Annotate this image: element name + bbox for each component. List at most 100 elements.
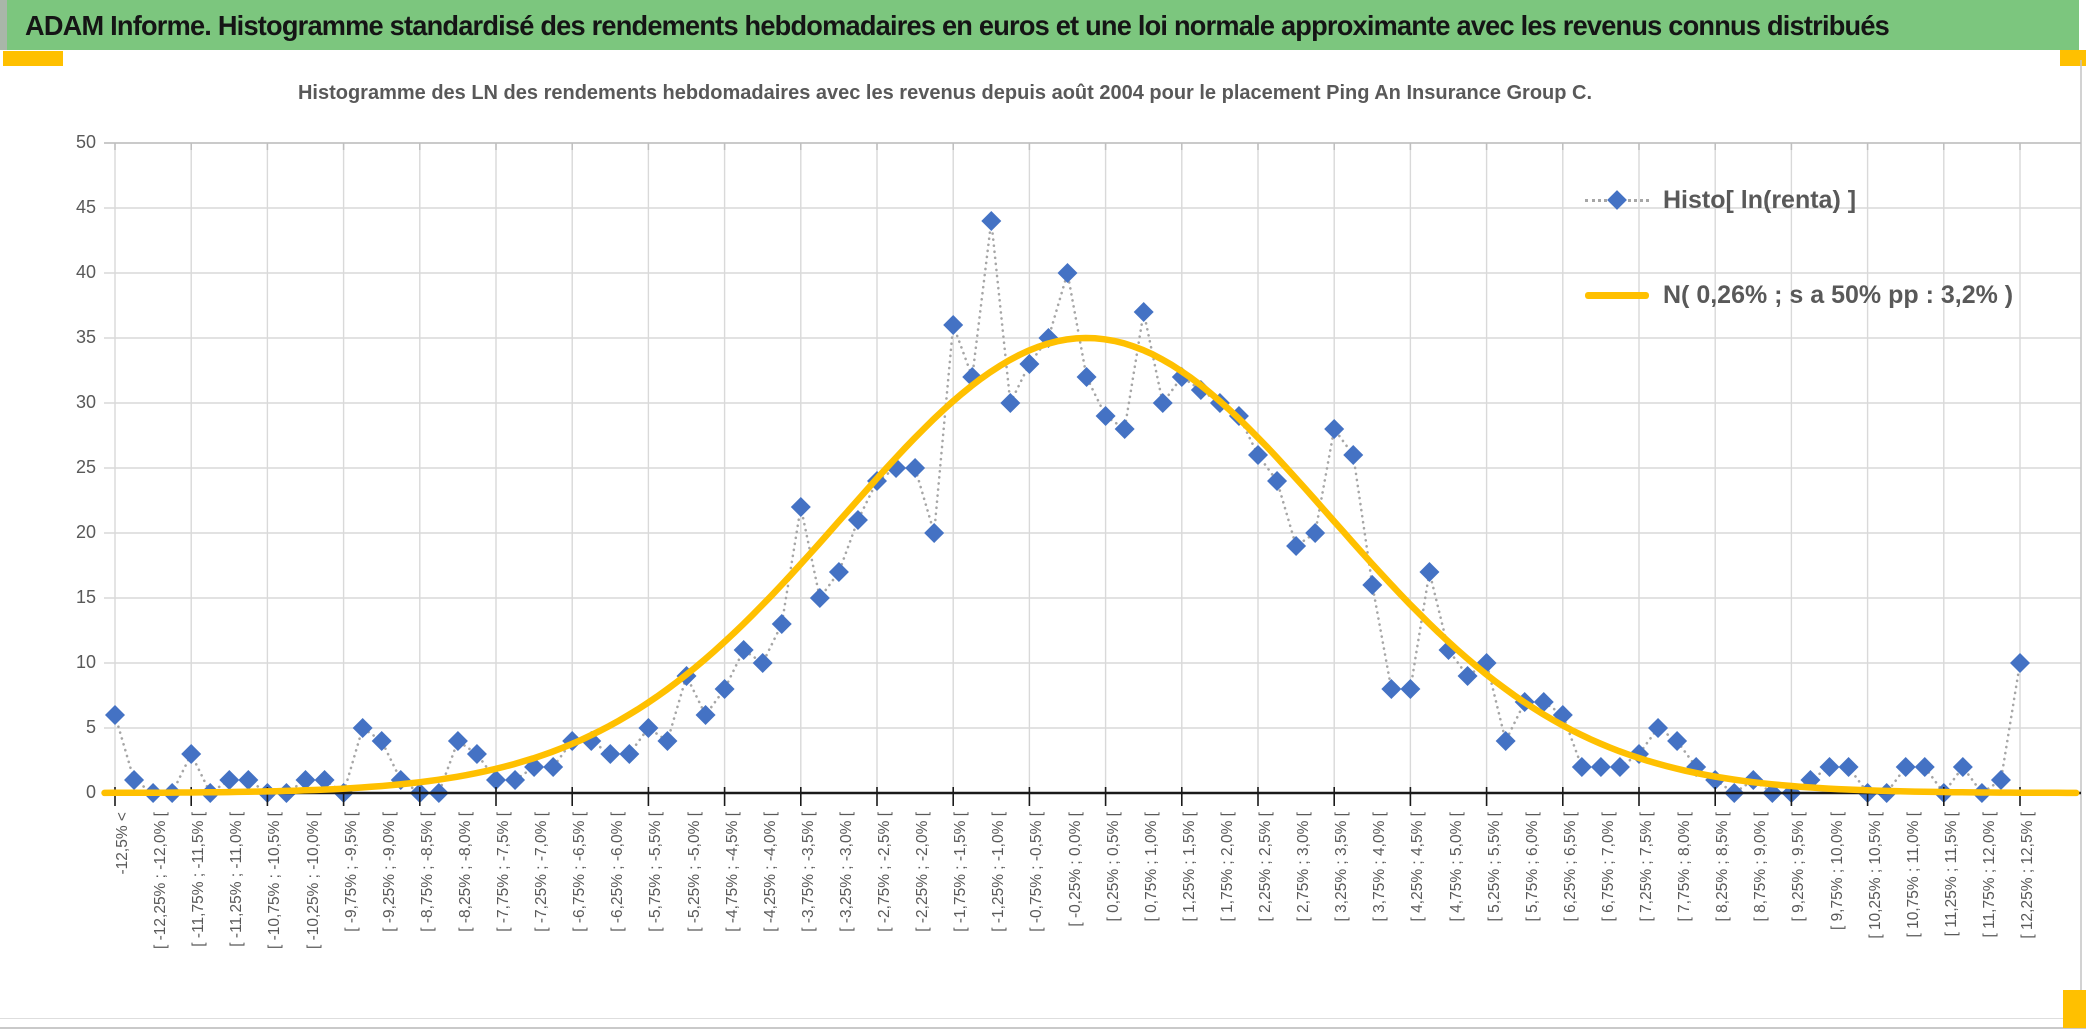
legend-orange-line-icon: [1585, 291, 1649, 299]
data-point-diamond[interactable]: [600, 744, 621, 764]
data-point-diamond[interactable]: [352, 718, 373, 738]
data-point-diamond[interactable]: [543, 757, 564, 777]
data-point-diamond[interactable]: [638, 718, 659, 738]
y-axis-tick-label: 25: [75, 457, 96, 477]
data-point-diamond[interactable]: [1076, 367, 1097, 387]
x-axis-bin-label: [ 0,75% ; 1,0% [: [1142, 812, 1160, 922]
accent-square-left: [3, 51, 63, 66]
data-point-diamond[interactable]: [809, 588, 830, 608]
data-point-diamond[interactable]: [657, 731, 678, 751]
x-axis-bin-label: [ -9,25% ; -9,0% [: [380, 812, 398, 932]
data-point-diamond[interactable]: [1152, 393, 1173, 413]
data-point-diamond[interactable]: [905, 458, 926, 478]
x-axis-bin-label: [ 11,25% ; 11,5% [: [1942, 812, 1960, 937]
x-axis-bin-label: [ -10,25% ; -10,0% [: [304, 812, 322, 949]
x-axis-bin-label: [ -2,75% ; -2,5% [: [876, 812, 893, 932]
data-point-diamond[interactable]: [790, 497, 811, 517]
x-axis-bin-label: [ 9,75% ; 10,0% [: [1828, 812, 1846, 931]
data-point-diamond[interactable]: [1095, 406, 1116, 426]
data-point-diamond[interactable]: [505, 770, 526, 790]
data-point-diamond[interactable]: [1895, 757, 1916, 777]
data-point-diamond[interactable]: [1819, 757, 1840, 777]
x-axis-bin-label: [ -4,25% ; -4,0% [: [761, 812, 779, 932]
data-point-diamond[interactable]: [1000, 393, 1021, 413]
x-axis-bin-label: [ -1,75% ; -1,5% [: [952, 812, 970, 932]
x-axis-bin-label: [ 1,25% ; 1,5% [: [1180, 812, 1198, 922]
x-axis-bin-label: [ 4,25% ; 4,5% [: [1409, 812, 1427, 922]
data-point-diamond[interactable]: [1114, 419, 1135, 439]
data-point-diamond[interactable]: [1324, 419, 1345, 439]
data-point-diamond[interactable]: [695, 705, 716, 725]
window-edge-line: [0, 1027, 2086, 1029]
data-point-diamond[interactable]: [1914, 757, 1935, 777]
data-point-diamond[interactable]: [1400, 679, 1421, 699]
data-point-diamond[interactable]: [1362, 575, 1383, 595]
data-point-diamond[interactable]: [1057, 263, 1078, 283]
data-point-diamond[interactable]: [1590, 757, 1611, 777]
data-point-diamond[interactable]: [466, 744, 487, 764]
x-axis-bin-label: [ -5,25% ; -5,0% [: [685, 812, 703, 932]
data-point-diamond[interactable]: [943, 315, 964, 335]
data-point-diamond[interactable]: [1571, 757, 1592, 777]
data-point-diamond[interactable]: [1457, 666, 1478, 686]
data-point-diamond[interactable]: [1133, 302, 1154, 322]
x-axis-bin-label: [ -7,75% ; -7,5% [: [495, 812, 512, 932]
y-axis-tick-label: 45: [75, 197, 96, 217]
data-point-diamond[interactable]: [1667, 731, 1688, 751]
data-point-diamond[interactable]: [1609, 757, 1630, 777]
data-point-diamond[interactable]: [1019, 354, 1040, 374]
data-point-diamond[interactable]: [314, 770, 335, 790]
data-point-diamond[interactable]: [771, 614, 792, 634]
data-point-diamond[interactable]: [371, 731, 392, 751]
legend-item-normal-curve[interactable]: N( 0,26% ; s a 50% pp : 3,2% ): [1585, 278, 2013, 312]
data-point-diamond[interactable]: [828, 562, 849, 582]
y-axis-tick-label: 50: [75, 132, 96, 152]
data-point-diamond[interactable]: [619, 744, 640, 764]
data-point-diamond[interactable]: [847, 510, 868, 530]
data-point-diamond[interactable]: [714, 679, 735, 699]
data-point-diamond[interactable]: [1648, 718, 1669, 738]
legend-item-histogram[interactable]: Histo[ ln(renta) ]: [1585, 183, 1856, 217]
data-point-diamond[interactable]: [1533, 692, 1554, 712]
x-axis-bin-label: [ -2,25% ; -2,0% [: [914, 812, 932, 932]
data-point-diamond[interactable]: [733, 640, 754, 660]
data-point-diamond[interactable]: [486, 770, 506, 790]
y-axis-tick-label: 0: [85, 782, 96, 802]
accent-corner-bottom-right: [2063, 990, 2086, 1028]
normal-curve[interactable]: [101, 334, 2080, 797]
data-point-diamond[interactable]: [1286, 536, 1307, 556]
data-point-diamond[interactable]: [1381, 679, 1402, 699]
data-point-diamond[interactable]: [1419, 562, 1440, 582]
y-axis-tick-label: 30: [75, 392, 96, 412]
x-axis-bin-label: [ -11,25% ; -11,0% [: [228, 812, 246, 947]
x-axis-bin-label: [ 3,75% ; 4,0% [: [1371, 812, 1389, 922]
data-point-diamond[interactable]: [124, 770, 145, 790]
data-point-diamond[interactable]: [924, 523, 945, 543]
legend-label: Histo[ ln(renta) ]: [1663, 185, 1857, 214]
data-point-diamond[interactable]: [981, 211, 1002, 231]
data-point-diamond[interactable]: [1248, 445, 1268, 465]
data-point-diamond[interactable]: [1495, 731, 1516, 751]
data-point-diamond[interactable]: [105, 705, 125, 725]
chart-title[interactable]: Histogramme des LN des rendements hebdom…: [297, 82, 1593, 104]
data-point-diamond[interactable]: [1267, 471, 1288, 491]
data-point-diamond[interactable]: [1343, 445, 1364, 465]
y-axis-tick-label: 15: [75, 587, 96, 607]
data-point-diamond[interactable]: [2010, 653, 2030, 673]
data-point-diamond[interactable]: [1990, 770, 2011, 790]
data-point-diamond[interactable]: [1838, 757, 1859, 777]
x-axis-bin-label: [ 7,25% ; 7,5% [: [1638, 812, 1655, 922]
data-point-diamond[interactable]: [752, 653, 773, 673]
data-point-diamond[interactable]: [1952, 757, 1973, 777]
data-point-diamond[interactable]: [219, 770, 240, 790]
data-point-diamond[interactable]: [181, 744, 202, 764]
x-axis-bin-label: [ 2,75% ; 3,0% [: [1295, 812, 1313, 922]
data-point-diamond[interactable]: [238, 770, 259, 790]
data-point-diamond[interactable]: [447, 731, 468, 751]
x-axis-bin-label: [ 8,75% ; 9,0% [: [1752, 812, 1770, 922]
data-point-diamond[interactable]: [1305, 523, 1326, 543]
x-axis-bin-label: -12,5% <: [114, 812, 131, 875]
data-point-diamond[interactable]: [295, 770, 316, 790]
legend-label: N( 0,26% ; s a 50% pp : 3,2% ): [1663, 280, 2014, 309]
